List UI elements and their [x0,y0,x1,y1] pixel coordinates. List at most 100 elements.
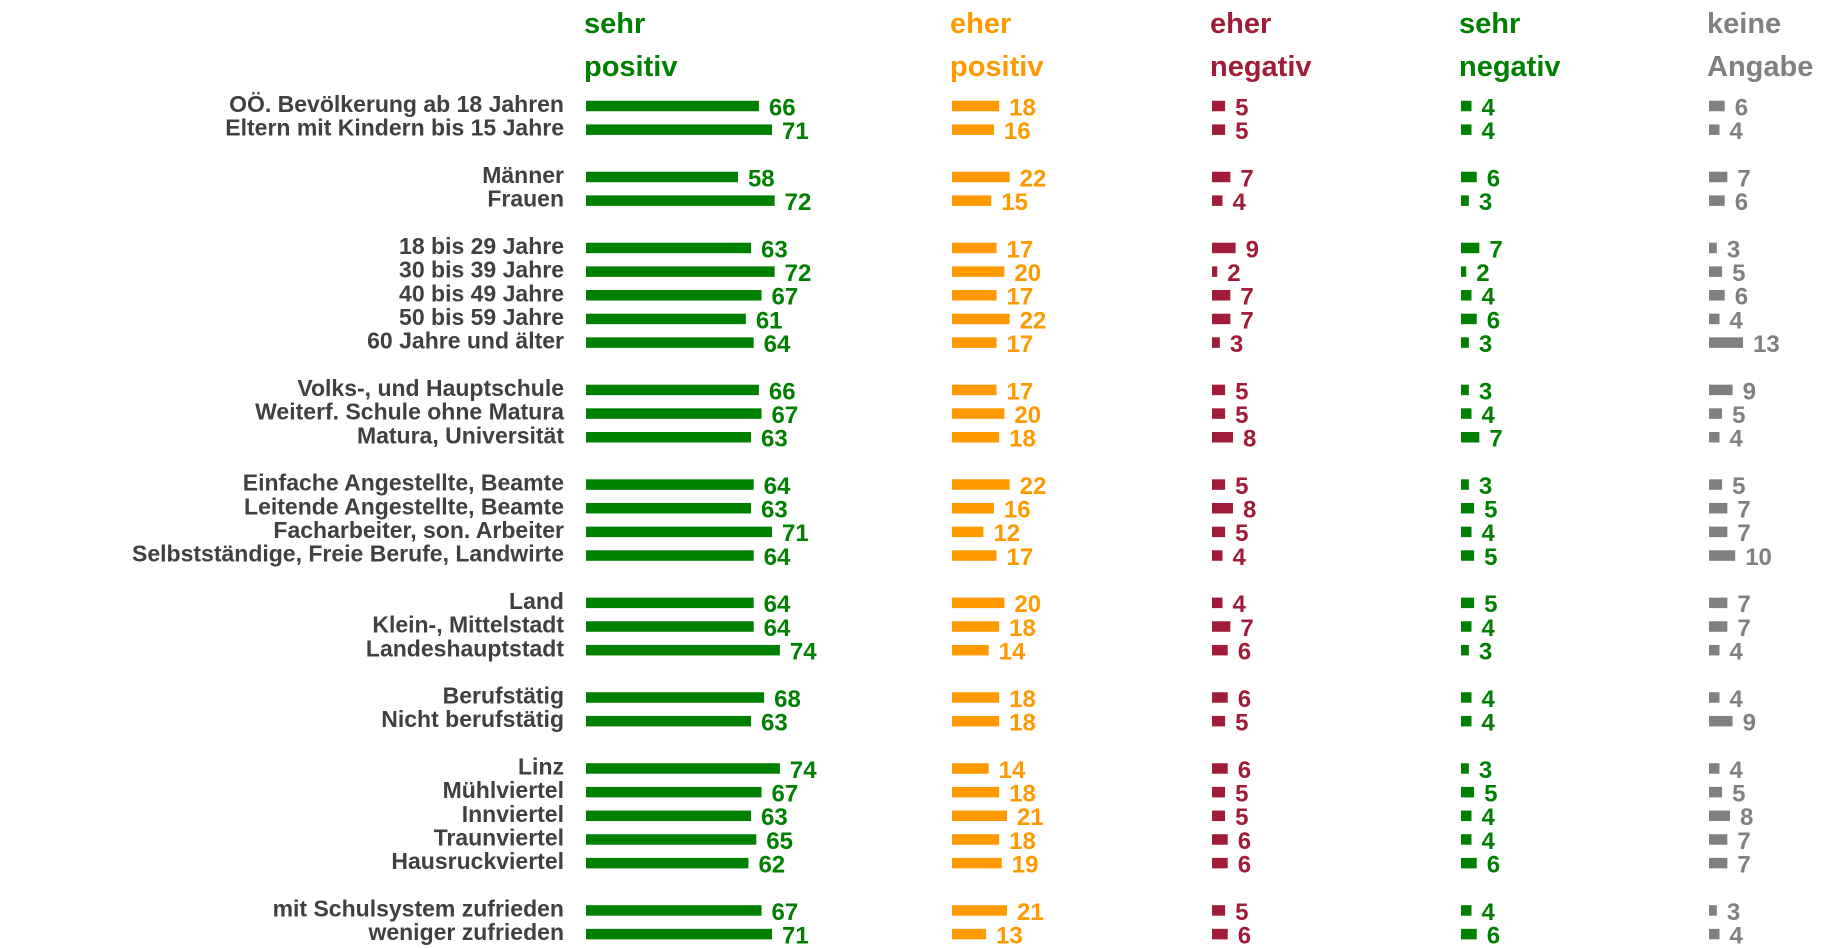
value-label: 4 [1729,922,1743,948]
bar [586,337,754,348]
bar [1212,597,1223,609]
bar [1461,502,1475,514]
value-label: 71 [782,118,809,145]
value-label: 18 [1009,94,1036,121]
bar [1709,905,1717,916]
bar [1709,928,1720,940]
value-label: 22 [1020,165,1047,192]
value-label: 18 [1009,615,1036,642]
value-label: 5 [1235,710,1248,737]
bar [586,384,759,396]
bar [1709,195,1725,206]
value-label: 4 [1481,94,1495,121]
bar [1212,337,1220,348]
value-label: 7 [1737,165,1750,192]
bar [1212,905,1226,916]
value-label: 5 [1484,544,1497,571]
value-label: 4 [1481,710,1495,737]
value-label: 7 [1240,284,1253,311]
bar [1461,526,1472,538]
legend-entry: sehr negativ [1459,8,1561,83]
bar [1212,290,1231,301]
bar [586,834,757,845]
value-label: 4 [1481,804,1495,831]
value-label: 20 [1014,260,1041,287]
value-label: 4 [1729,426,1743,453]
bar [586,526,773,538]
value-label: 7 [1737,497,1750,524]
value-label: 17 [1007,544,1034,571]
bar [586,100,759,112]
bar [952,337,997,348]
category-label: Klein-, Mittelstadt [372,612,564,638]
category-label: 30 bis 39 Jahre [399,257,564,283]
category-label: Land [509,588,564,614]
bar [952,692,1000,703]
category-label: Nicht berufstätig [381,706,564,732]
bar [952,550,997,561]
bar [1212,526,1226,538]
category-label: Berufstätig [443,683,564,709]
bar [952,266,1005,277]
value-label: 22 [1020,473,1047,500]
bar [586,195,775,206]
value-label: 5 [1235,94,1248,121]
bar [952,644,989,656]
value-label: 67 [772,402,799,429]
value-label: 18 [1009,710,1036,737]
value-label: 61 [756,307,783,334]
category-label: mit Schulsystem zufrieden [273,896,564,922]
value-label: 6 [1238,757,1251,784]
value-label: 22 [1020,307,1047,334]
bar [586,597,754,609]
value-label: 71 [782,922,809,948]
bar [952,905,1008,916]
bar [1212,384,1226,396]
value-label: 66 [769,94,796,121]
value-label: 62 [758,851,785,878]
value-label: 18 [1009,426,1036,453]
bar [952,597,1005,609]
value-label: 7 [1240,615,1253,642]
bar [952,195,992,206]
bar [952,763,989,774]
value-label: 74 [790,639,817,666]
category-label: Frauen [487,186,564,212]
bar [1461,100,1472,112]
category-label: 40 bis 49 Jahre [399,280,564,306]
value-label: 72 [785,189,812,216]
bar [1212,502,1233,514]
value-label: 4 [1481,284,1495,311]
value-label: 5 [1235,780,1248,807]
bar [586,715,752,727]
bar [952,171,1010,183]
value-label: 17 [1007,331,1034,358]
value-label: 9 [1246,236,1259,263]
value-label: 5 [1235,899,1248,926]
bar [1212,644,1228,656]
value-label: 6 [1487,851,1500,878]
bar [586,124,773,135]
bar [1709,526,1728,538]
value-label: 7 [1737,520,1750,547]
bar [1709,313,1720,325]
bar [586,905,762,916]
bar [1709,242,1717,254]
bar [586,810,752,822]
value-label: 67 [772,284,799,311]
bar [1212,408,1226,419]
value-label: 65 [766,828,793,855]
value-label: 7 [1737,591,1750,618]
bar [952,834,1000,845]
value-label: 6 [1735,189,1748,216]
bar [1461,857,1477,869]
category-label: Leitende Angestellte, Beamte [244,493,564,519]
category-label: Traunviertel [434,825,564,851]
bar [952,290,997,301]
value-label: 6 [1238,828,1251,855]
value-label: 6 [1487,165,1500,192]
value-label: 6 [1487,922,1500,948]
value-label: 7 [1489,236,1502,263]
value-label: 58 [748,165,775,192]
bar [1212,786,1226,798]
